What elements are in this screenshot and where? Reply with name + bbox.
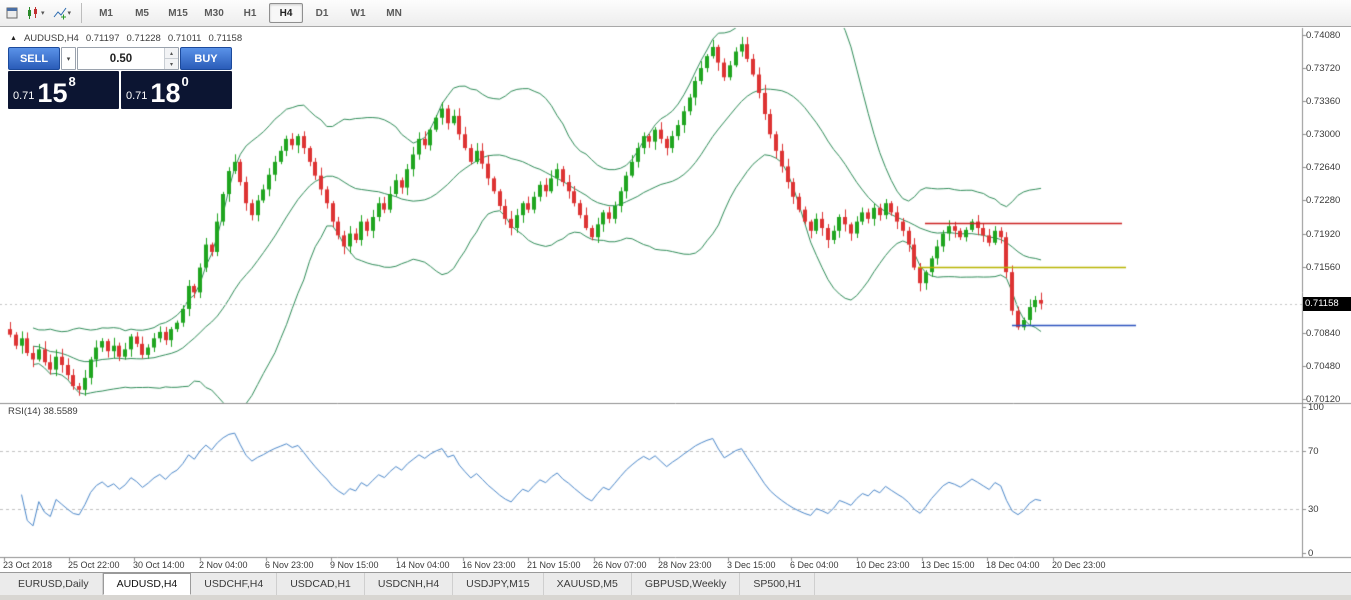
sell-price-small: 0.71 xyxy=(13,90,35,102)
time-axis-label: 6 Dec 04:00 xyxy=(790,560,839,570)
time-axis-label: 21 Nov 15:00 xyxy=(527,560,581,570)
indicator-line-icon xyxy=(53,7,66,20)
rsi-axis-label: 100 xyxy=(1308,402,1324,413)
lot-increase-button[interactable]: ▴ xyxy=(165,48,178,59)
timeframe-button-mn[interactable]: MN xyxy=(386,7,402,19)
rsi-indicator-label: RSI(14) 38.5589 xyxy=(8,406,78,417)
tab-usdjpy-m15[interactable]: USDJPY,M15 xyxy=(453,573,544,595)
sell-price-display[interactable]: 0.71 15 8 xyxy=(8,71,119,109)
tab-usdcad-h1[interactable]: USDCAD,H1 xyxy=(277,573,365,595)
time-axis-label: 13 Dec 15:00 xyxy=(921,560,975,570)
timeframe-button-h1[interactable]: H1 xyxy=(243,7,257,19)
timeframe-button-m30[interactable]: M30 xyxy=(204,7,224,19)
tab-gbpusd-weekly[interactable]: GBPUSD,Weekly xyxy=(632,573,741,595)
toolbar-separator xyxy=(81,3,83,23)
toolbar: ▾ ▾ M1 M5 M15 M30 H1 H4 D1 W1 MN xyxy=(0,0,1351,27)
lot-spinner: ▴ ▾ xyxy=(164,48,178,69)
time-axis-label: 6 Nov 23:00 xyxy=(265,560,314,570)
chart-type-button[interactable]: ▾ xyxy=(23,4,48,22)
price-axis-label: 0.72280 xyxy=(1306,195,1341,207)
time-axis: 23 Oct 2018 25 Oct 22:00 30 Oct 14:00 2 Nov… xyxy=(0,557,1351,572)
timeframe-button-m5[interactable]: M5 xyxy=(135,7,149,19)
price-axis-label: 0.71560 xyxy=(1306,261,1341,273)
buy-price-sup: 0 xyxy=(181,74,189,89)
timeframe-button-m1[interactable]: M1 xyxy=(99,7,113,19)
lot-decrease-button[interactable]: ▾ xyxy=(165,59,178,69)
ohlc-close: 0.71158 xyxy=(208,33,243,44)
price-axis-label: 0.73360 xyxy=(1306,96,1341,108)
sell-price-big: 15 xyxy=(37,77,68,108)
price-axis-label: 0.70840 xyxy=(1306,327,1341,339)
candlestick-chart-icon xyxy=(28,7,37,19)
tab-xauusd-m5[interactable]: XAUUSD,M5 xyxy=(544,573,632,595)
ohlc-low: 0.71011 xyxy=(167,33,202,44)
time-axis-label: 23 Oct 2018 xyxy=(3,560,53,570)
timeframe-button-d1[interactable]: D1 xyxy=(315,7,329,19)
chevron-down-icon: ▾ xyxy=(67,9,72,17)
time-axis-label: 30 Oct 14:00 xyxy=(133,560,185,570)
price-axis-label: 0.73000 xyxy=(1306,129,1341,141)
time-axis-label: 28 Nov 23:00 xyxy=(658,560,712,570)
ohlc-high: 0.71228 xyxy=(126,33,161,44)
rsi-axis-label: 0 xyxy=(1308,548,1314,559)
tab-audusd-h4[interactable]: AUDUSD,H4 xyxy=(102,573,192,595)
time-axis-label: 9 Nov 15:00 xyxy=(330,560,379,570)
price-axis-label: 0.74080 xyxy=(1306,30,1341,41)
time-axis-label: 26 Nov 07:00 xyxy=(593,560,647,570)
price-axis-label: 0.72640 xyxy=(1306,162,1341,174)
rsi-axis-label: 70 xyxy=(1308,445,1319,457)
time-axis-label: 3 Dec 15:00 xyxy=(727,560,776,570)
current-price-tag: 0.71158 xyxy=(1303,296,1351,311)
time-axis-label: 2 Nov 04:00 xyxy=(199,560,248,570)
lot-size-input[interactable] xyxy=(78,48,164,69)
timeframe-button-m15[interactable]: M15 xyxy=(168,7,188,19)
price-axis-label: 0.70120 xyxy=(1306,394,1341,405)
buy-price-big: 18 xyxy=(150,77,181,108)
sell-button[interactable]: SELL xyxy=(8,47,60,70)
symbol-name: AUDUSD,H4 xyxy=(23,33,79,44)
time-axis-label: 10 Dec 23:00 xyxy=(856,560,910,570)
price-axis-label: 0.71920 xyxy=(1306,228,1341,240)
time-axis-label: 18 Dec 04:00 xyxy=(986,560,1040,570)
timeframe-toolbar: M1 M5 M15 M30 H1 H4 D1 W1 MN xyxy=(89,3,411,23)
symbol-direction-icon: ▲ xyxy=(10,35,17,42)
chevron-down-icon: ▾ xyxy=(41,9,45,17)
time-axis-label: 16 Nov 23:00 xyxy=(462,560,516,570)
chevron-down-icon: ▾ xyxy=(66,55,71,63)
symbol-ohlc-header: ▲ AUDUSD,H4 0.71197 0.71228 0.71011 0.71… xyxy=(10,33,242,44)
price-axis-label: 0.73720 xyxy=(1306,63,1341,75)
time-axis-label: 20 Dec 23:00 xyxy=(1052,560,1106,570)
window-icon-glyph xyxy=(6,7,18,19)
tab-usdchf-h4[interactable]: USDCHF,H4 xyxy=(191,573,278,595)
status-strip xyxy=(0,595,1351,600)
ohlc-open: 0.71197 xyxy=(85,33,120,44)
tab-sp500-h1[interactable]: SP500,H1 xyxy=(740,573,816,595)
timeframe-button-h4[interactable]: H4 xyxy=(269,3,304,23)
one-click-trading-panel: SELL ▾ ▴ ▾ BUY 0.71 15 8 0.71 18 0 xyxy=(8,47,232,109)
timeframe-button-w1[interactable]: W1 xyxy=(350,7,366,19)
time-axis-label: 25 Oct 22:00 xyxy=(68,560,120,570)
buy-price-display[interactable]: 0.71 18 0 xyxy=(121,71,232,109)
sell-price-sup: 8 xyxy=(68,74,76,89)
lot-size-field[interactable]: ▴ ▾ xyxy=(77,47,179,70)
buy-price-small: 0.71 xyxy=(126,90,148,102)
time-axis-label: 14 Nov 04:00 xyxy=(396,560,450,570)
price-axis-label: 0.70480 xyxy=(1306,360,1341,372)
window-icon[interactable] xyxy=(3,5,21,21)
volume-preset-dropdown[interactable]: ▾ xyxy=(61,47,76,70)
chart-tab-bar: EURUSD,Daily AUDUSD,H4 USDCHF,H4 USDCAD,H1 U… xyxy=(0,572,1351,595)
tab-usdcnh-h4[interactable]: USDCNH,H4 xyxy=(365,573,454,595)
rsi-axis-label: 30 xyxy=(1308,504,1319,516)
indicators-button[interactable]: ▾ xyxy=(50,4,75,22)
buy-button[interactable]: BUY xyxy=(180,47,232,70)
tab-eurusd-daily[interactable]: EURUSD,Daily xyxy=(5,573,103,595)
